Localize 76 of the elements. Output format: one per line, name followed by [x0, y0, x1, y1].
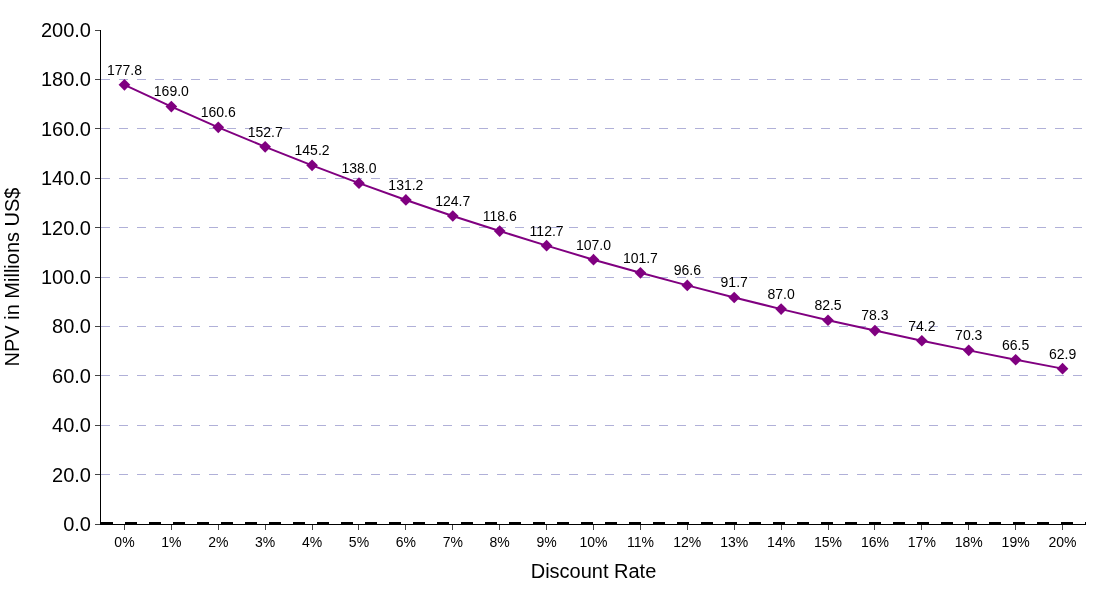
- y-tick-label: 180.0: [40, 68, 91, 91]
- data-label: 145.2: [294, 142, 330, 159]
- x-axis-title: Discount Rate: [530, 560, 657, 583]
- y-tick-label: 140.0: [40, 167, 91, 190]
- data-label: 118.6: [482, 207, 517, 224]
- point: [587, 253, 600, 266]
- x-tick-label: 14%: [767, 533, 796, 550]
- x-tick-label: 5%: [348, 533, 370, 550]
- x-tick-label: 15%: [814, 533, 843, 550]
- point: [400, 194, 412, 206]
- point: [634, 266, 647, 279]
- data-label: 87.0: [767, 285, 795, 302]
- data-label: 107.0: [575, 236, 612, 253]
- x-tick-label: 11%: [626, 533, 654, 550]
- point: [962, 344, 975, 357]
- data-label: 91.7: [720, 274, 749, 291]
- point: [1009, 353, 1022, 366]
- x-tick-label: 10%: [579, 533, 608, 550]
- data-label: 131.2: [388, 176, 424, 193]
- x-tick-label: 12%: [673, 533, 702, 550]
- x-tick-label: 1%: [161, 533, 182, 550]
- point: [775, 303, 787, 315]
- data-label: 62.9: [1048, 345, 1077, 362]
- x-tick-label: 7%: [442, 533, 463, 550]
- point: [540, 239, 553, 252]
- x-tick-label: 20%: [1048, 533, 1077, 550]
- point: [915, 334, 928, 347]
- x-tick-label: 3%: [255, 533, 276, 550]
- x-tick-label: 13%: [720, 533, 749, 550]
- point: [681, 279, 694, 292]
- data-label: 152.7: [247, 123, 283, 140]
- data-label: 169.0: [153, 83, 190, 100]
- data-label: 78.3: [861, 307, 889, 324]
- point: [869, 324, 881, 337]
- x-tick-label: 9%: [536, 533, 557, 550]
- x-tick-label: 6%: [395, 533, 416, 550]
- x-tick-label: 8%: [489, 533, 510, 550]
- x-tick-label: 2%: [208, 533, 229, 550]
- data-label: 82.5: [814, 297, 842, 314]
- data-label: 74.2: [908, 317, 936, 334]
- point: [353, 177, 365, 189]
- point: [728, 291, 741, 304]
- x-tick-label: 0%: [114, 533, 135, 550]
- data-label: 96.6: [673, 262, 702, 279]
- point: [212, 121, 225, 134]
- point: [306, 159, 318, 172]
- y-axis-title: NPV in Millions US$: [1, 187, 24, 367]
- x-tick-label: 4%: [301, 533, 323, 550]
- y-tick-label: 60.0: [52, 364, 91, 387]
- data-label: 160.6: [200, 104, 236, 121]
- data-label: 124.7: [435, 192, 471, 209]
- x-tick-label: 16%: [860, 533, 889, 550]
- data-label: 70.3: [955, 327, 983, 344]
- y-tick-label: 200.0: [40, 19, 91, 41]
- point: [493, 225, 506, 237]
- y-tick-label: 160.0: [40, 117, 91, 140]
- point: [1056, 362, 1069, 375]
- y-tick-label: 120.0: [40, 216, 91, 239]
- point: [118, 78, 131, 91]
- point: [446, 210, 459, 222]
- x-tick-label: 19%: [1001, 533, 1030, 550]
- y-tick-label: 100.0: [40, 266, 91, 288]
- data-label: 138.0: [341, 160, 377, 177]
- x-tick-label: 18%: [954, 533, 983, 550]
- y-tick-label: 20.0: [52, 463, 91, 486]
- y-tick-label: 0.0: [63, 513, 91, 535]
- data-label: 177.8: [106, 61, 143, 78]
- point: [165, 100, 178, 113]
- data-label: 112.7: [529, 222, 564, 239]
- data-label: 101.7: [622, 249, 659, 266]
- point: [259, 140, 272, 153]
- data-label: 66.5: [1002, 336, 1030, 353]
- y-tick-label: 40.0: [52, 414, 91, 437]
- x-tick-label: 17%: [907, 533, 936, 550]
- point: [822, 314, 834, 327]
- y-tick-label: 80.0: [52, 315, 91, 338]
